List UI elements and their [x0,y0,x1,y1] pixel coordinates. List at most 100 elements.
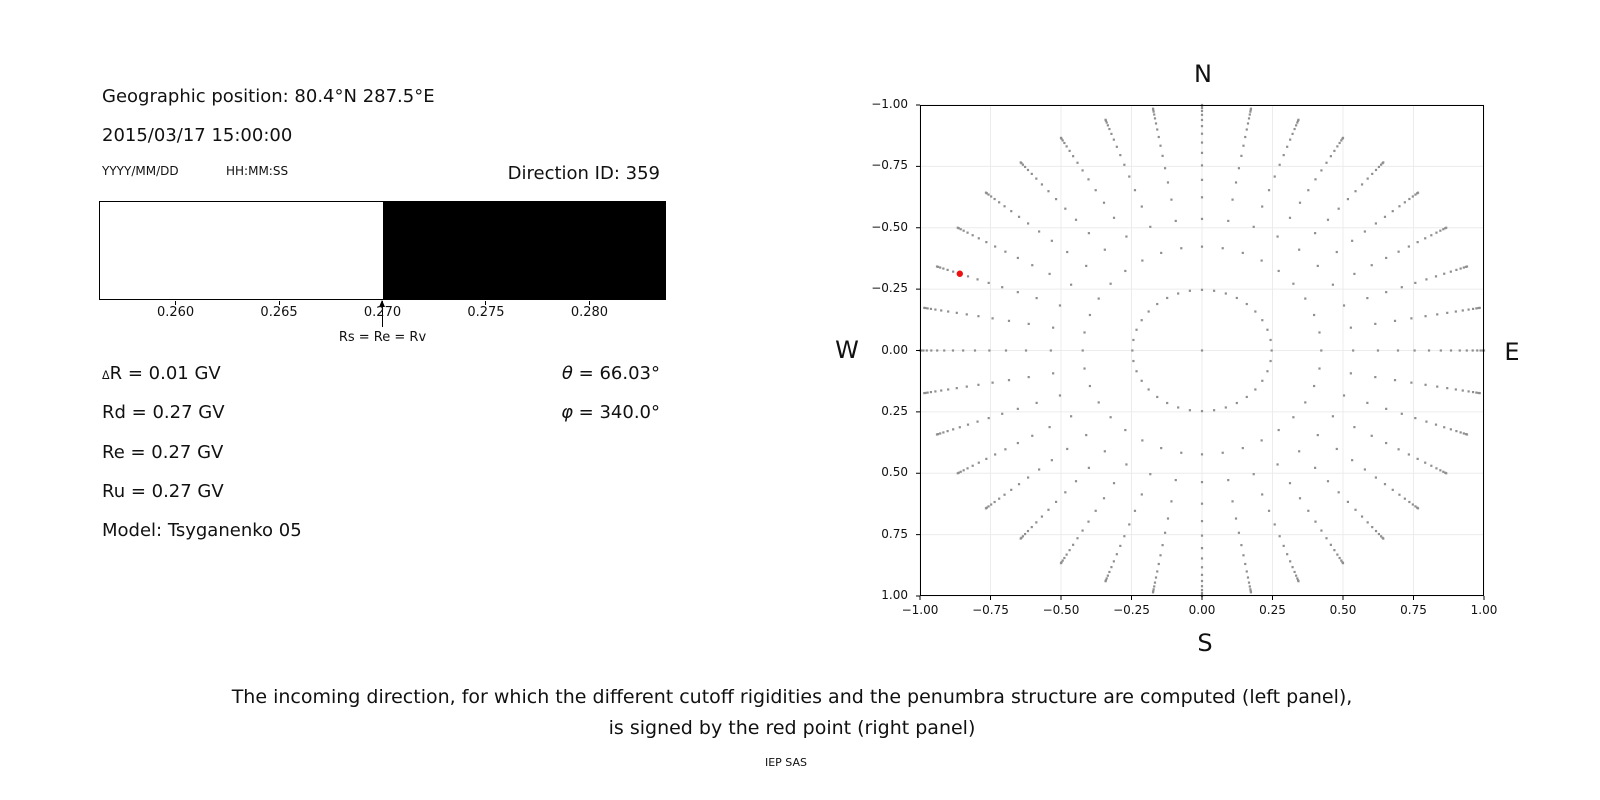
scatter-dot [1035,521,1038,524]
scatter-dot [1030,525,1033,529]
scatter-dot [1115,553,1118,556]
scatter-dot [1023,532,1027,536]
scatter-dot [1152,588,1155,591]
scatter-dot [1072,155,1075,158]
scatter-dot [1459,431,1462,434]
scatter-dot [1298,497,1302,500]
scatter-dot [1001,286,1004,289]
scatter-dot [1370,434,1373,437]
theta-value: θ = 66.03° [500,363,660,384]
scatter-dot [1242,554,1245,557]
scatter-dot [1454,310,1457,313]
scatter-dot [1443,272,1446,275]
scatter-dot [1059,136,1063,139]
compass-south-label: S [1197,629,1213,657]
scatter-dot [1252,225,1255,228]
scatter-dot [923,392,926,395]
scatter-dot [1366,297,1369,300]
scatter-dot [1242,144,1245,147]
cutoff-arrow-shaft [381,301,384,327]
scatter-dot [1235,401,1238,405]
scatter-dot [1385,441,1388,445]
scatter-dot [1342,304,1346,307]
scatter-dot [1316,264,1319,268]
scatter-dot [1200,113,1204,116]
scatter-dot [1333,549,1336,552]
scatter-dot [1069,283,1073,286]
scatter-dot [1273,175,1276,178]
scatter-dot [1349,326,1352,329]
scatter-dot [940,309,943,312]
scatter-dot [1465,433,1469,436]
scatter-dot [985,457,988,460]
scatter-dot [1231,198,1234,201]
scatter-dot [1030,172,1033,176]
scatter-dot [1003,493,1006,496]
delta-symbol: Δ [102,369,110,382]
scatter-dot [1234,181,1238,184]
scatter-dot [926,391,929,394]
scatter-dot [942,267,945,270]
scatter-dot [1267,189,1271,192]
caption-line-1: The incoming direction, for which the di… [231,686,1353,708]
scatter-dot [1153,581,1157,584]
scatter-dot [962,469,965,472]
scatter-dot [1320,529,1323,532]
scatter-dot [1295,124,1298,127]
scatter-dot [1241,446,1244,450]
scatter-dot [1425,420,1428,423]
scatter-dot [1335,447,1338,451]
scatter-dot [1425,278,1428,281]
phi-symbol: φ [561,402,573,423]
scatter-dot [1391,488,1394,491]
scatter-dot [1377,532,1381,536]
scatter-dot [990,503,993,506]
rd-value: Rd = 0.27 GV [102,402,225,423]
scatter-dot [1200,453,1204,456]
scatter-dot [987,281,990,285]
scatter-dot [1156,302,1159,306]
scatter-dot [1482,349,1486,352]
scatter-dot [1260,259,1263,262]
scatter-dot [1156,395,1159,399]
penumbra-axis-tick-label: 0.270 [363,305,402,320]
scatter-dot [985,241,988,244]
penumbra-axis-tick-label: 0.280 [570,305,609,320]
scatter-dot [930,349,933,352]
scatter-dot [1048,425,1051,429]
scatter-dot [1007,319,1011,322]
scatter-dot [1140,205,1143,208]
scatter-dot [1276,463,1279,466]
scatter-dot [1393,319,1397,322]
compass-east-label: E [1504,338,1520,366]
scatter-dot [1385,256,1388,260]
scatter-dot [1252,473,1255,476]
scatter-dot [1443,426,1446,429]
scatter-dot [1407,245,1410,248]
scatter-dot [1154,122,1158,125]
scatter-dot [1296,121,1299,124]
scatter-dot [1160,446,1163,450]
scatter-dot [1200,573,1204,576]
scatter-dot [1063,556,1066,560]
scatter-dot [934,390,937,393]
scatter-dot [1435,467,1438,470]
scatter-dot [1248,113,1251,116]
scatter-dot [936,349,939,352]
scatter-dot [1221,451,1224,454]
scatter-dot [1454,388,1457,391]
scatter-dot [977,237,980,240]
penumbra-axis-tick-label: 0.265 [260,305,298,320]
scatter-dot [1331,415,1335,418]
scatter-dot [1124,269,1127,273]
scatter-dot [1442,470,1445,473]
scatter-dot [1289,138,1292,141]
scatter-dot [1442,228,1445,231]
scatter-dot [1088,384,1092,388]
scatter-dot [952,428,955,431]
scatter-dot [966,231,969,234]
scatter-dot [1108,127,1111,131]
scatter-dot [1200,109,1204,112]
scatter-dot [1141,439,1144,442]
scatter-dot [1007,379,1011,382]
